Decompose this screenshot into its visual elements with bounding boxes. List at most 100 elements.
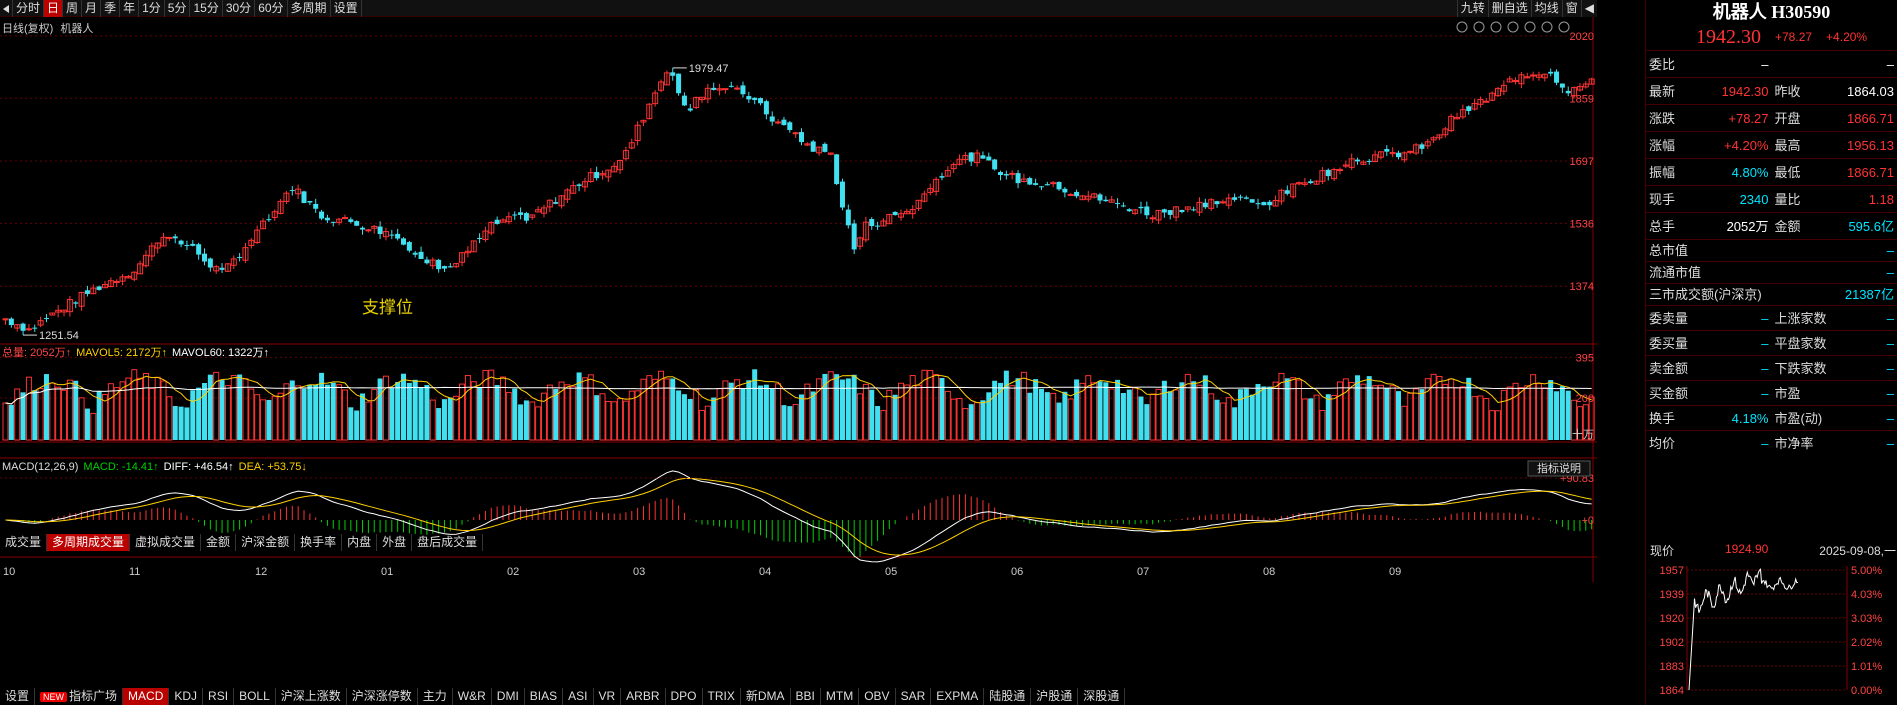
scissors-icon[interactable] [1524, 21, 1536, 33]
indicator-tab-19[interactable]: MTM [821, 688, 860, 705]
volume-bar [752, 369, 758, 440]
candle-body [839, 181, 845, 208]
candle-body [1500, 84, 1507, 92]
indicator-explain-button[interactable]: 指标说明 [1527, 460, 1591, 477]
indicator-tab-23[interactable]: 陆股通 [984, 688, 1032, 705]
volume-tab-0[interactable]: 成交量 [0, 534, 48, 551]
candle-body [1202, 202, 1208, 208]
indicator-tab-20[interactable]: OBV [859, 688, 896, 705]
indicator-tab-0[interactable]: 设置 [0, 688, 36, 705]
volume-bar [412, 379, 418, 440]
indicator-tab-2[interactable]: MACD [123, 688, 170, 705]
quote-row: 最新 1942.30 昨收 1864.03 [1646, 77, 1897, 104]
eye-icon[interactable] [1456, 21, 1468, 33]
indicator-tab-10[interactable]: DMI [492, 688, 525, 705]
candle-body [61, 309, 68, 313]
indicator-tab-7[interactable]: 沪深涨停数 [347, 688, 418, 705]
indicator-tab-1[interactable]: NEW 指标广场 [35, 688, 124, 705]
candle-body [1342, 164, 1349, 167]
volume-bar [1038, 388, 1044, 440]
volume-bar [1413, 388, 1420, 441]
indicator-tab-4[interactable]: RSI [203, 688, 235, 705]
indicator-tab-11[interactable]: BIAS [525, 688, 564, 705]
main-chart[interactable]: 2020 1859 1697 1536 1374 1979.47 1251.54 支撑位 395… [0, 17, 1597, 582]
indicator-tab-17[interactable]: 新DMA [741, 688, 791, 705]
undo-icon[interactable] [1490, 21, 1502, 33]
period-8[interactable]: 15分 [190, 0, 223, 17]
indicator-tab-22[interactable]: EXPMA [931, 688, 985, 705]
volume-bar [1056, 402, 1062, 440]
volume-tab-7[interactable]: 外盘 [377, 534, 413, 551]
indicator-tab-24[interactable]: 沪股通 [1031, 688, 1079, 705]
volume-tab-3[interactable]: 金额 [201, 534, 237, 551]
order-row: 买金额 – 市盈 – [1646, 380, 1897, 405]
candle-body [429, 259, 436, 267]
hand-icon[interactable] [1473, 21, 1485, 33]
volume-bar [1219, 402, 1226, 441]
period-2[interactable]: 周 [63, 0, 83, 17]
lock-icon[interactable] [1507, 21, 1519, 33]
zoom-in-icon[interactable] [1541, 21, 1553, 33]
indicator-tab-14[interactable]: ARBR [621, 688, 666, 705]
period-7[interactable]: 5分 [165, 0, 191, 17]
indicator-tab-18[interactable]: BBI [791, 688, 821, 705]
period-5[interactable]: 年 [120, 0, 140, 17]
candle-body [102, 284, 108, 289]
indicator-tab-21[interactable]: SAR [896, 688, 932, 705]
volume-tab-5[interactable]: 换手率 [295, 534, 343, 551]
order-cell-right: 市盈 – [1772, 381, 1897, 405]
candle-body [529, 214, 536, 218]
volume-tab-4[interactable]: 沪深金额 [236, 534, 296, 551]
period-0[interactable]: 分时 [13, 0, 45, 17]
order-value: – [1761, 336, 1769, 351]
volume-tab-8[interactable]: 盘后成交量 [412, 534, 484, 551]
right-tool-3[interactable]: 窗 [1561, 0, 1581, 17]
period-1[interactable]: 日 [44, 0, 64, 17]
period-11[interactable]: 多周期 [288, 0, 331, 17]
indicator-tab-16[interactable]: TRIX [703, 688, 741, 705]
right-tool-0[interactable]: 九转 [1456, 0, 1488, 17]
indicator-tab-13[interactable]: VR [594, 688, 622, 705]
volume-tab-1[interactable]: 多周期成交量 [47, 534, 131, 551]
chart-right-toolbar: 九转 删自选 均线窗 ◀ [1456, 0, 1597, 17]
volume-bar [482, 370, 489, 441]
volume-tab-2[interactable]: 虚拟成交量 [130, 534, 202, 551]
indicator-tab-5[interactable]: BOLL [234, 688, 276, 705]
candle-body [242, 247, 249, 261]
volume-bar [202, 382, 207, 440]
month-tick-label: 09 [1389, 566, 1401, 578]
volume-bar [834, 374, 840, 440]
volume-bar [1366, 376, 1372, 440]
candle-body [202, 253, 207, 262]
period-9[interactable]: 30分 [223, 0, 256, 17]
volume-tab-6[interactable]: 内盘 [342, 534, 378, 551]
candle-body [1009, 172, 1016, 175]
indicator-tab-9[interactable]: W&R [453, 688, 492, 705]
indicator-tab-12[interactable]: ASI [563, 688, 594, 705]
indicator-tab-3[interactable]: KDJ [169, 688, 204, 705]
intraday-mini-chart[interactable]: 1957 5.00% 1939 4.03% 1920 3.03% 1902 2.02% 1883… [1645, 540, 1897, 705]
price-axis-label: 1859 [1570, 93, 1594, 105]
period-3[interactable]: 月 [82, 0, 102, 17]
indicator-tab-6[interactable]: 沪深上涨数 [276, 688, 347, 705]
order-value: – [1886, 336, 1894, 351]
candle-body [752, 97, 758, 101]
period-6[interactable]: 1分 [139, 0, 165, 17]
indicator-tab-label: MTM [825, 689, 854, 703]
period-10[interactable]: 60分 [255, 0, 288, 17]
period-4[interactable]: 季 [101, 0, 121, 17]
indicator-tab-15[interactable]: DPO [666, 688, 703, 705]
right-tool-1[interactable]: 删自选 [1487, 0, 1531, 17]
back-button[interactable] [0, 0, 13, 17]
indicator-tab-label: 指标广场 [69, 689, 118, 703]
right-back-button[interactable]: ◀ [1580, 0, 1597, 17]
candle-body [441, 266, 447, 269]
volume-bar [178, 406, 184, 440]
volume-bar [1401, 405, 1408, 441]
zoom-out-icon[interactable] [1558, 21, 1570, 33]
indicator-tab-8[interactable]: 主力 [418, 688, 453, 705]
indicator-tab-25[interactable]: 深股通 [1078, 688, 1126, 705]
right-tool-2[interactable]: 均线 [1530, 0, 1562, 17]
indicator-tab-label: 设置 [5, 689, 30, 703]
period-12[interactable]: 设置 [331, 0, 362, 17]
